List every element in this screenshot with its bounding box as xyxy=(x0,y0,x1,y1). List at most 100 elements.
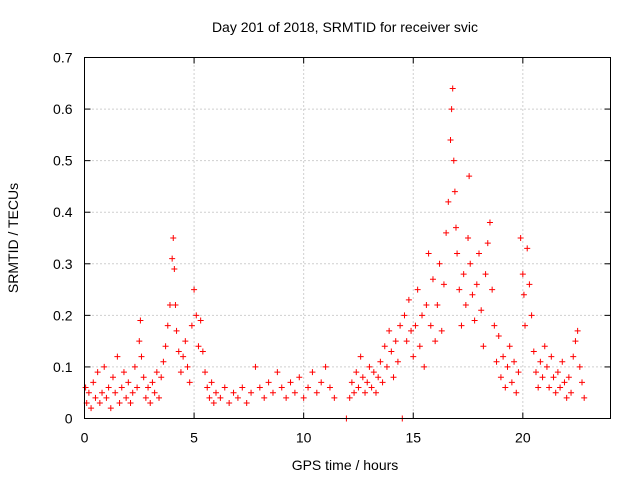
data-point xyxy=(559,358,566,365)
data-point xyxy=(96,400,103,407)
data-point xyxy=(462,302,469,309)
y-tick-label: 0.3 xyxy=(53,256,73,272)
data-point xyxy=(506,343,513,350)
data-point xyxy=(491,322,498,329)
data-point xyxy=(239,384,246,391)
data-point xyxy=(234,394,241,401)
data-point xyxy=(92,394,99,401)
data-point xyxy=(557,384,564,391)
data-point xyxy=(123,394,130,401)
data-point xyxy=(508,379,515,386)
data-point xyxy=(173,327,180,334)
data-point xyxy=(388,348,395,355)
data-point xyxy=(390,374,397,381)
data-point xyxy=(448,106,455,113)
x-tick-label: 5 xyxy=(190,430,198,446)
data-point xyxy=(405,296,412,303)
data-point xyxy=(283,394,290,401)
data-point xyxy=(364,379,371,386)
data-point xyxy=(105,384,112,391)
data-point xyxy=(120,369,127,376)
data-point xyxy=(456,286,463,293)
data-point xyxy=(82,384,89,391)
data-point xyxy=(99,389,106,396)
data-point xyxy=(296,374,303,381)
x-axis-label: GPS time / hours xyxy=(292,457,399,473)
data-point xyxy=(160,358,167,365)
data-point xyxy=(142,394,149,401)
y-tick-labels: 0 0.1 0.2 0.3 0.4 0.5 0.6 0.7 xyxy=(53,50,73,427)
data-point xyxy=(191,286,198,293)
data-point xyxy=(287,379,294,386)
data-point xyxy=(156,394,163,401)
data-point xyxy=(138,353,145,360)
data-point xyxy=(145,384,152,391)
data-point xyxy=(182,338,189,345)
data-point xyxy=(206,394,213,401)
data-point xyxy=(265,379,272,386)
data-point xyxy=(193,312,200,319)
data-point xyxy=(248,389,255,396)
data-point xyxy=(445,198,452,205)
data-point xyxy=(473,281,480,288)
data-point xyxy=(186,379,193,386)
data-point xyxy=(486,219,493,226)
data-point xyxy=(570,353,577,360)
data-point xyxy=(410,353,417,360)
y-tick-label: 0.1 xyxy=(53,359,73,375)
data-point xyxy=(180,353,187,360)
data-point xyxy=(300,394,307,401)
data-point xyxy=(131,363,138,370)
data-point xyxy=(322,363,329,370)
data-point xyxy=(346,394,353,401)
data-point xyxy=(348,379,355,386)
x-tick-labels: 0 5 10 15 20 xyxy=(81,430,531,446)
y-tick-label: 0.4 xyxy=(53,204,73,220)
data-point xyxy=(449,85,456,92)
data-point xyxy=(357,353,364,360)
data-point xyxy=(511,358,518,365)
data-point xyxy=(495,332,502,339)
data-point xyxy=(561,379,568,386)
data-point xyxy=(423,302,430,309)
data-points xyxy=(82,85,588,422)
data-point xyxy=(436,260,443,267)
data-point xyxy=(401,312,408,319)
data-point xyxy=(175,348,182,355)
data-point xyxy=(210,400,217,407)
x-tick-label: 15 xyxy=(405,430,421,446)
data-point xyxy=(465,235,472,241)
data-point xyxy=(554,369,561,376)
data-point xyxy=(482,271,489,278)
data-point xyxy=(230,389,237,396)
data-point xyxy=(140,374,147,381)
data-point xyxy=(129,389,136,396)
x-tick-label: 0 xyxy=(81,430,89,446)
data-point xyxy=(208,379,215,386)
data-point xyxy=(151,389,158,396)
data-point xyxy=(394,358,401,365)
data-point xyxy=(166,302,173,309)
data-point xyxy=(532,369,539,376)
data-point xyxy=(537,358,544,365)
data-point xyxy=(197,317,204,324)
data-point xyxy=(427,322,434,329)
data-point xyxy=(543,363,550,370)
y-tick-label: 0.6 xyxy=(53,101,73,117)
data-point xyxy=(471,317,478,324)
data-point xyxy=(305,384,312,391)
data-point xyxy=(88,405,95,412)
data-point xyxy=(153,369,160,376)
data-point xyxy=(414,286,421,293)
data-point xyxy=(513,389,520,396)
data-point xyxy=(522,322,529,329)
data-point xyxy=(103,394,110,401)
y-tick-label: 0.7 xyxy=(53,50,73,66)
data-point xyxy=(278,384,285,391)
data-point xyxy=(370,369,377,376)
x-tick-label: 10 xyxy=(296,430,312,446)
y-tick-label: 0.5 xyxy=(53,153,73,169)
data-point xyxy=(213,389,219,396)
data-point xyxy=(581,394,588,401)
